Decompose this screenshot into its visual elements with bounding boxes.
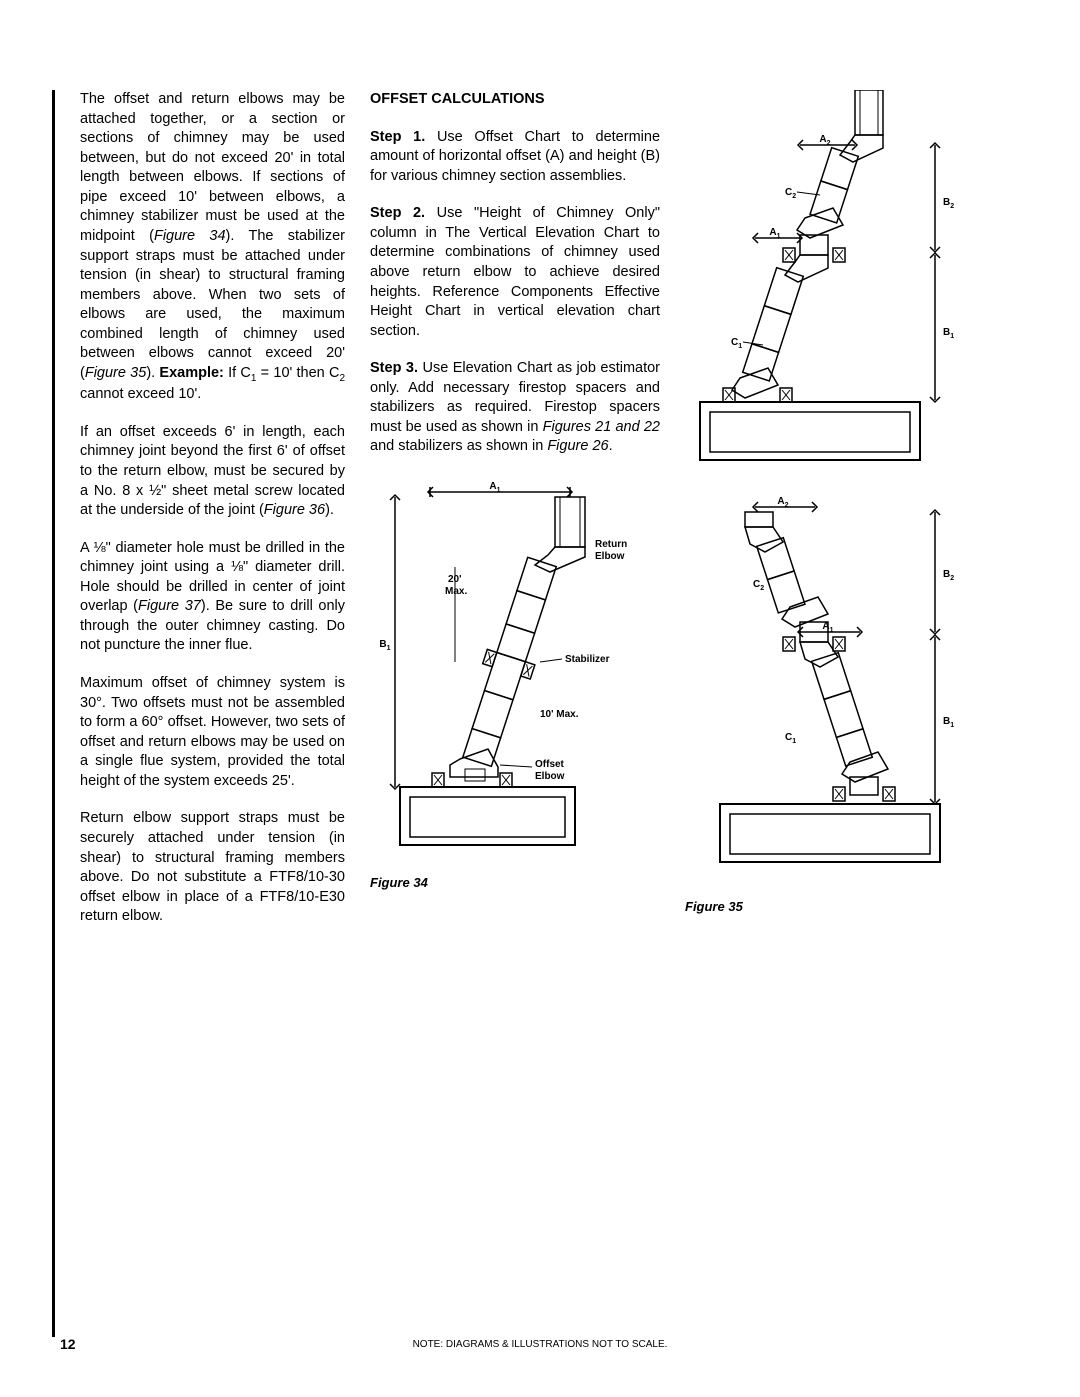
footer: 12 NOTE: DIAGRAMS & ILLUSTRATIONS NOT TO…	[0, 1336, 1080, 1352]
subscript: 1	[950, 722, 954, 729]
figure-34-svg: A1	[370, 477, 660, 857]
label: A	[489, 481, 496, 492]
page-number: 12	[60, 1336, 76, 1352]
text: Use "Height of Chimney Only" column in T…	[370, 205, 660, 338]
example-label: Example:	[159, 365, 223, 381]
label: A	[769, 227, 776, 238]
subscript: 2	[827, 140, 831, 147]
column-3: A2 C2 B2	[685, 90, 1020, 945]
text: = 10' then C	[256, 365, 339, 381]
subscript: 1	[950, 333, 954, 340]
paragraph: Return elbow support straps must be secu…	[80, 809, 345, 926]
label: 10' Max.	[540, 709, 579, 720]
figure-ref: Figures 21 and 22	[543, 419, 660, 435]
svg-text:B2: B2	[943, 569, 954, 582]
label: Elbow	[595, 551, 625, 562]
svg-text:B2: B2	[943, 197, 954, 210]
label: 20'	[448, 574, 462, 585]
text: .	[609, 438, 613, 454]
step-label: Step 1.	[370, 129, 425, 145]
text: cannot exceed 10'.	[80, 386, 201, 402]
footer-note: NOTE: DIAGRAMS & ILLUSTRATIONS NOT TO SC…	[413, 1339, 668, 1350]
figure-ref: Figure 37	[138, 598, 201, 614]
text: and stabilizers as shown in	[370, 438, 547, 454]
section-heading: OFFSET CALCULATIONS	[370, 90, 660, 110]
svg-text:C2: C2	[785, 187, 796, 200]
side-rule	[52, 90, 55, 1337]
text: If C	[224, 365, 251, 381]
subscript: 2	[950, 203, 954, 210]
label: Max.	[445, 586, 467, 597]
subscript: 1	[777, 233, 781, 240]
step-label: Step 2.	[370, 205, 425, 221]
label: B	[943, 197, 950, 208]
svg-text:C1: C1	[731, 337, 742, 350]
figure-34: A1	[370, 477, 660, 891]
label: B	[943, 716, 950, 727]
figure-ref: Figure 26	[547, 438, 608, 454]
figure-ref: Figure 34	[154, 228, 226, 244]
paragraph: Maximum offset of chimney system is 30°.…	[80, 674, 345, 791]
label: Stabilizer	[565, 654, 610, 665]
subscript: 2	[950, 575, 954, 582]
subscript: 2	[785, 502, 789, 509]
label: B	[943, 327, 950, 338]
figure-caption: Figure 35	[685, 898, 1020, 916]
label: A	[822, 621, 829, 632]
figure-35-bottom-svg: A2 C2 B2	[685, 492, 995, 882]
svg-text:B1: B1	[943, 716, 954, 729]
label: C	[785, 187, 792, 198]
column-1: The offset and return elbows may be atta…	[80, 90, 345, 945]
text: ).	[325, 502, 334, 518]
label: Elbow	[535, 771, 565, 782]
step-paragraph: Step 2. Use "Height of Chimney Only" col…	[370, 204, 660, 341]
subscript: 1	[738, 343, 742, 350]
paragraph: The offset and return elbows may be atta…	[80, 90, 345, 405]
label: C	[753, 579, 760, 590]
svg-text:C2: C2	[753, 579, 764, 592]
svg-text:C1: C1	[785, 732, 796, 745]
content-columns: The offset and return elbows may be atta…	[60, 90, 1020, 945]
paragraph: A ⅛" diameter hole must be drilled in th…	[80, 539, 345, 656]
figure-35-bottom: A2 C2 B2	[685, 492, 1020, 916]
label: Offset	[535, 759, 565, 770]
text: The offset and return elbows may be atta…	[80, 91, 345, 244]
figure-ref: Figure 36	[264, 502, 325, 518]
step-label: Step 3.	[370, 360, 418, 376]
text: ). The stabilizer support straps must be…	[80, 228, 345, 381]
label: C	[785, 732, 792, 743]
subscript: 1	[497, 487, 501, 494]
column-2: OFFSET CALCULATIONS Step 1. Use Offset C…	[370, 90, 660, 945]
label: A	[777, 496, 784, 507]
figure-35-top-svg: A2 C2 B2	[685, 90, 995, 470]
step-paragraph: Step 3. Use Elevation Chart as job estim…	[370, 359, 660, 457]
step-paragraph: Step 1. Use Offset Chart to determine am…	[370, 128, 660, 187]
text: ).	[146, 365, 159, 381]
svg-text:B1: B1	[379, 639, 390, 652]
page: The offset and return elbows may be atta…	[0, 0, 1080, 1397]
subscript: 1	[792, 738, 796, 745]
label: B	[943, 569, 950, 580]
subscript: 2	[760, 585, 764, 592]
subscript: 2	[792, 193, 796, 200]
figure-35-top: A2 C2 B2	[685, 90, 1020, 477]
label: C	[731, 337, 738, 348]
label: Return	[595, 539, 627, 550]
subscript: 1	[830, 627, 834, 634]
figure-caption: Figure 34	[370, 874, 660, 892]
figure-ref: Figure 35	[85, 365, 146, 381]
subscript: 1	[387, 645, 391, 652]
paragraph: If an offset exceeds 6' in length, each …	[80, 423, 345, 521]
label: A	[819, 134, 826, 145]
label: B	[379, 639, 386, 650]
svg-text:B1: B1	[943, 327, 954, 340]
subscript: 2	[339, 373, 345, 384]
